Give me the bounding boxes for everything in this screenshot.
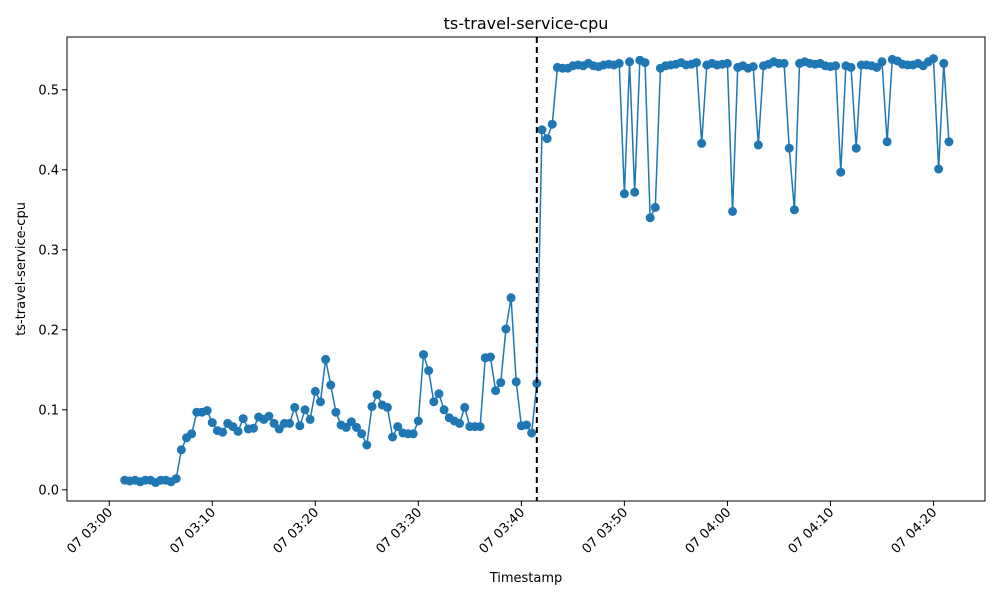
data-point: [882, 137, 892, 147]
data-point: [697, 138, 707, 148]
y-tick-label: 0.0: [38, 483, 59, 498]
data-point: [413, 416, 423, 426]
data-point: [393, 422, 403, 432]
data-point: [382, 402, 392, 412]
data-point: [331, 407, 341, 417]
data-point: [501, 324, 511, 334]
data-point: [321, 354, 331, 364]
data-point: [176, 445, 186, 455]
data-point: [944, 137, 954, 147]
data-point: [532, 378, 542, 388]
data-point: [789, 205, 799, 215]
data-point: [650, 202, 660, 212]
data-point: [537, 125, 547, 135]
data-point: [187, 429, 197, 439]
data-point: [367, 402, 377, 412]
chart-title: ts-travel-service-cpu: [444, 14, 609, 33]
data-point: [748, 62, 758, 72]
y-tick-label: 0.4: [38, 163, 59, 178]
data-point: [315, 397, 325, 407]
data-point: [429, 397, 439, 407]
data-point: [238, 414, 248, 424]
data-point: [877, 57, 887, 67]
plot-area: [67, 37, 985, 501]
y-tick-label: 0.3: [38, 243, 59, 258]
data-point: [326, 380, 336, 390]
data-point: [753, 140, 763, 150]
data-point: [455, 418, 465, 428]
data-point: [418, 350, 428, 360]
data-point: [424, 366, 434, 376]
data-point: [362, 440, 372, 450]
data-point: [171, 474, 181, 484]
data-point: [248, 423, 258, 433]
data-point: [290, 402, 300, 412]
data-point: [434, 389, 444, 399]
data-point: [202, 406, 212, 416]
y-axis: 0.0 0.1 0.2 0.3 0.4 0.5: [38, 83, 67, 498]
data-point: [645, 213, 655, 223]
data-point: [496, 378, 506, 388]
data-point: [506, 293, 516, 303]
y-tick-label: 0.2: [38, 323, 59, 338]
data-point: [264, 411, 274, 421]
data-point: [511, 377, 521, 387]
data-point: [939, 58, 949, 68]
data-point: [218, 427, 228, 437]
data-point: [934, 164, 944, 174]
data-point: [491, 386, 501, 396]
data-point: [352, 422, 362, 432]
data-point: [619, 189, 629, 199]
data-point: [831, 61, 841, 71]
data-point: [475, 422, 485, 432]
y-tick-label: 0.1: [38, 403, 59, 418]
series-group: [120, 54, 954, 488]
data-point: [784, 143, 794, 153]
data-point: [460, 402, 470, 412]
data-point: [357, 429, 367, 439]
plot-frame: [66, 36, 986, 502]
data-point: [527, 428, 537, 438]
data-point: [625, 57, 635, 67]
data-point: [388, 432, 398, 442]
data-point: [522, 420, 532, 430]
x-axis-label: Timestamp: [489, 571, 563, 586]
data-point: [614, 58, 624, 68]
data-point: [295, 421, 305, 431]
data-point: [928, 54, 938, 64]
data-point: [640, 58, 650, 68]
data-point: [285, 418, 295, 428]
y-axis-label: ts-travel-service-cpu: [14, 202, 29, 336]
data-point: [728, 206, 738, 216]
data-point: [439, 405, 449, 415]
data-point: [372, 390, 382, 400]
data-point: [630, 187, 640, 197]
data-point: [692, 58, 702, 68]
data-point: [300, 405, 310, 415]
data-point: [836, 167, 846, 177]
data-point: [846, 62, 856, 72]
data-point: [207, 418, 217, 428]
data-point: [779, 58, 789, 68]
data-point: [305, 414, 315, 424]
data-point: [547, 119, 557, 129]
data-point: [233, 426, 243, 436]
data-point: [408, 429, 418, 439]
data-point: [722, 58, 732, 68]
data-point: [485, 352, 495, 362]
data-point: [851, 143, 861, 153]
data-point: [310, 386, 320, 396]
y-tick-label: 0.5: [38, 83, 59, 98]
data-point: [542, 134, 552, 144]
